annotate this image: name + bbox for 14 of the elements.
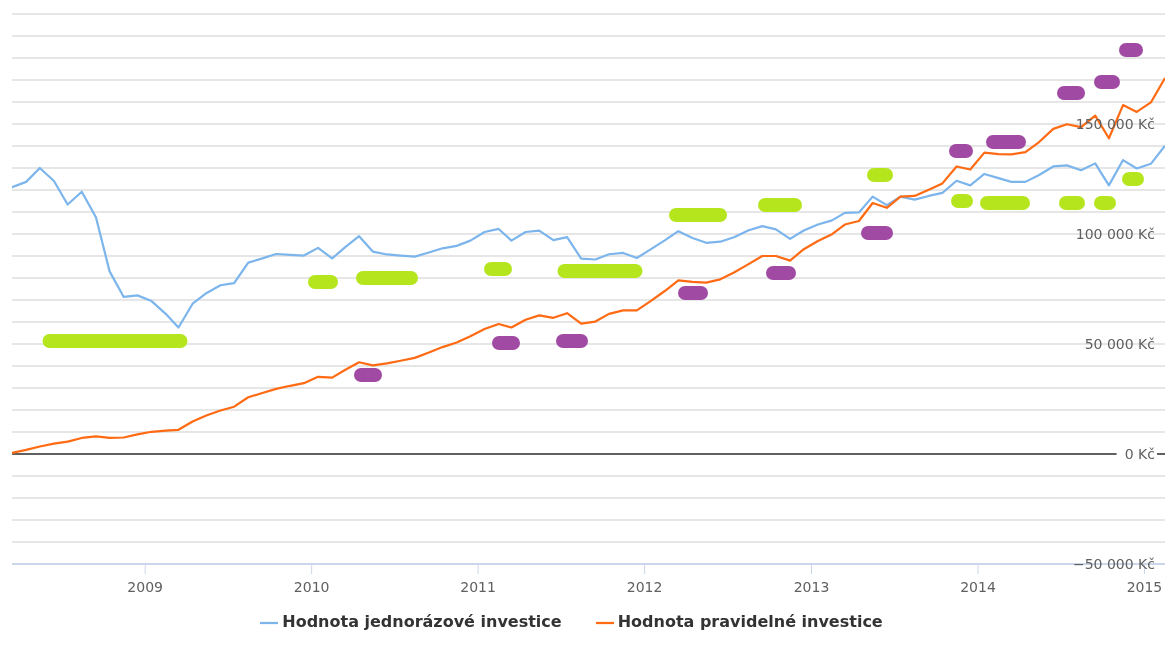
x-tick-label: 2009 (127, 578, 163, 595)
line-series (12, 144, 1165, 329)
y-tick-label: −50 000 Kč (1072, 555, 1155, 572)
y-tick-label: 100 000 Kč (1075, 225, 1155, 242)
x-tick-label: 2015 (1126, 578, 1163, 595)
x-tick-label: 2010 (293, 578, 330, 595)
x-tick-label: 2012 (626, 578, 663, 595)
legend-label: Hodnota pravidelné investice (617, 612, 883, 631)
legend-label: Hodnota jednorázové investice (282, 612, 562, 631)
y-tick-label: 50 000 Kč (1084, 335, 1155, 352)
y-tick-label: 0 Kč (1124, 445, 1155, 462)
x-tick-label: 2013 (793, 578, 830, 595)
x-tick-label: 2011 (460, 578, 496, 595)
x-tick-label: 2014 (960, 578, 996, 595)
